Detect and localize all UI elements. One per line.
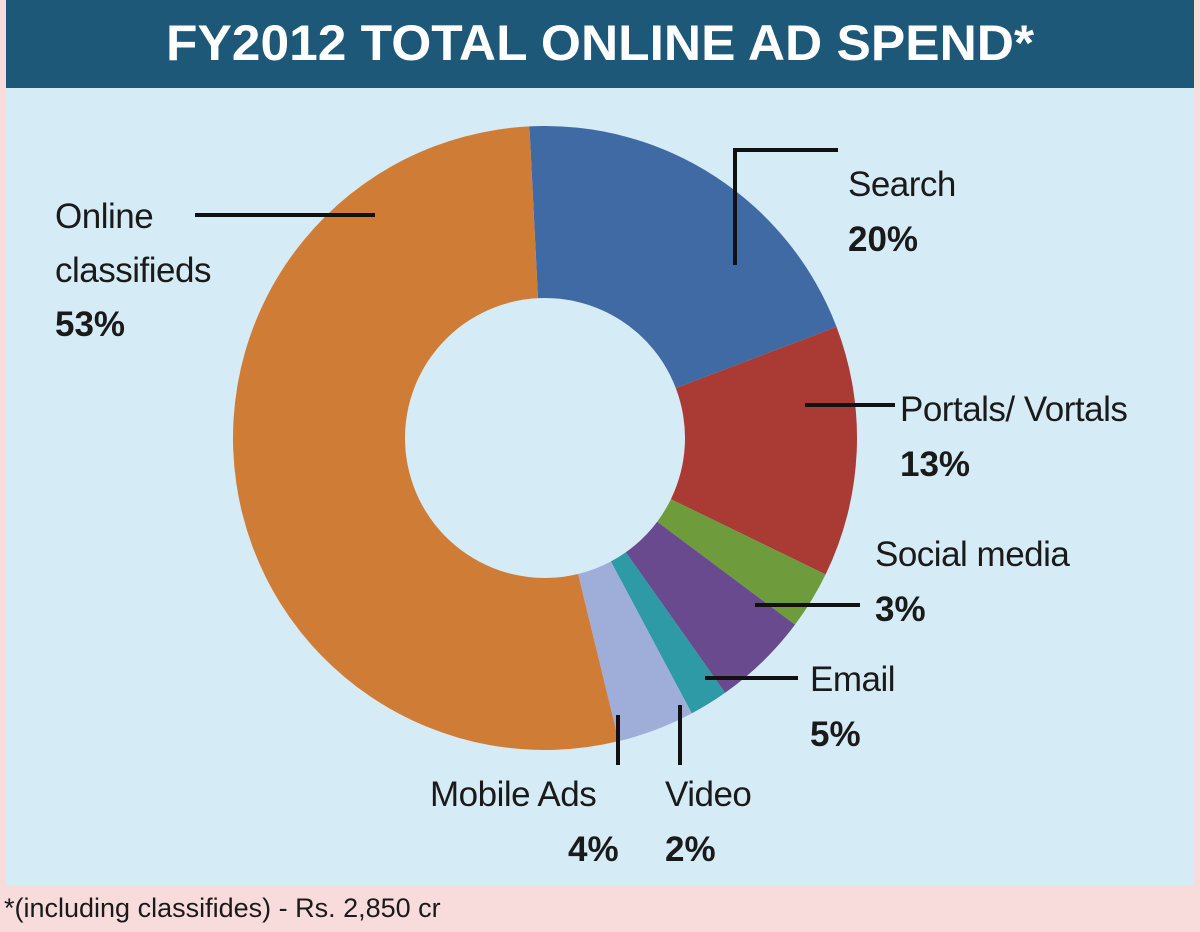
- leader-line: [733, 148, 838, 265]
- category-label: Email: [810, 660, 896, 699]
- category-label: Social media: [875, 535, 1070, 574]
- category-label: Mobile Ads: [430, 775, 597, 814]
- footnote: *(including classifides) - Rs. 2,850 cr: [4, 893, 441, 923]
- slice: [578, 561, 692, 742]
- value-label: 13%: [900, 445, 971, 484]
- slice: [670, 326, 857, 575]
- header: [6, 0, 1194, 88]
- slices: [233, 126, 857, 751]
- category-label: Portals/ Vortals: [900, 390, 1128, 429]
- slice: [610, 552, 726, 714]
- category-label: Search: [848, 165, 956, 204]
- donut-hole: [407, 300, 683, 576]
- category-label: Video: [665, 775, 752, 814]
- leader-lines: [195, 148, 895, 765]
- value-label: 2%: [665, 830, 716, 869]
- chart-title: FY2012 TOTAL ONLINE AD SPEND*: [166, 15, 1035, 71]
- slice: [657, 499, 826, 625]
- value-label: 20%: [848, 220, 919, 259]
- slice: [625, 521, 796, 693]
- slice: [529, 126, 837, 389]
- value-label: 3%: [875, 590, 926, 629]
- value-label: 4%: [568, 830, 619, 869]
- category-label: Online classifieds: [55, 197, 211, 290]
- value-label: 53%: [55, 305, 126, 344]
- slice: [233, 126, 619, 751]
- value-label: 5%: [810, 715, 861, 754]
